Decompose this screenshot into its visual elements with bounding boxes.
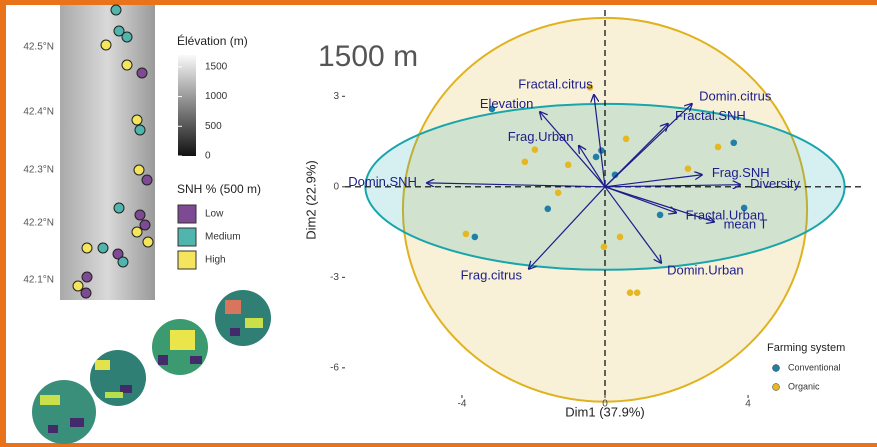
vector-label: Domin.Urban	[667, 262, 744, 277]
y-tick-label: 0	[333, 181, 339, 192]
data-point	[544, 206, 551, 213]
vector-label: Domin.citrus	[699, 88, 772, 103]
vector-label: Frag.citrus	[461, 268, 523, 283]
x-tick-label: -4	[457, 399, 466, 410]
data-point	[463, 231, 470, 238]
vector-label: Fractal.SNH	[675, 108, 746, 123]
legend-label: Conventional	[788, 362, 841, 372]
data-point	[555, 190, 562, 197]
data-point	[593, 154, 600, 161]
elevation-colorbar	[178, 55, 196, 156]
y-tick-label: 3	[333, 91, 339, 102]
frame-left	[0, 0, 6, 447]
legend-key	[773, 365, 780, 372]
vector-label: Diversity	[750, 176, 800, 191]
data-point	[657, 212, 664, 219]
x-tick-label: 4	[745, 399, 751, 410]
data-point	[715, 144, 722, 151]
vector-label: Frag.Urban	[508, 129, 574, 144]
data-point	[472, 234, 479, 241]
legend-label: Organic	[788, 381, 820, 391]
vector-label: Elevation	[480, 96, 533, 111]
frame-bottom	[0, 443, 877, 447]
data-point	[601, 244, 608, 251]
snh-legend-title: SNH % (500 m)	[177, 182, 261, 196]
y-axis-label: Dim2 (22.9%)	[303, 160, 318, 239]
data-point	[617, 234, 624, 241]
frame-top	[0, 0, 877, 5]
x-axis-label: Dim1 (37.9%)	[565, 404, 644, 419]
data-point	[627, 289, 634, 296]
snh-legend-label: High	[205, 255, 226, 266]
data-point	[730, 139, 737, 146]
colorbar-tick-label: 500	[205, 121, 222, 132]
latitude-label: 42.4°N	[23, 107, 54, 118]
y-tick-label: -3	[330, 272, 339, 283]
latitude-label: 42.1°N	[23, 275, 54, 286]
y-tick-label: -6	[330, 362, 339, 373]
data-point	[685, 165, 692, 172]
vector-label: Fractal.citrus	[518, 76, 593, 91]
colorbar-tick-label: 1500	[205, 62, 228, 73]
snh-legend-key	[178, 205, 196, 223]
colorbar-tick-label: 0	[205, 151, 211, 162]
data-point	[623, 136, 630, 143]
data-point	[565, 161, 572, 168]
chart-title: 1500 m	[318, 40, 418, 73]
latitude-label: 42.5°N	[23, 42, 54, 53]
elevation-legend-title: Élévation (m)	[177, 33, 248, 48]
data-point	[532, 146, 539, 153]
legend-title: Farming system	[767, 342, 845, 354]
latitude-label: 42.3°N	[23, 165, 54, 176]
legend-key	[773, 384, 780, 391]
vector-label: Fractal.Urban	[686, 208, 765, 223]
data-point	[634, 289, 641, 296]
snh-legend-label: Low	[205, 209, 224, 220]
data-point	[522, 158, 529, 165]
snh-legend-label: Medium	[205, 232, 241, 243]
snh-legend-key	[178, 251, 196, 269]
vector-label: Domin.SNH	[348, 174, 417, 189]
colorbar-tick-label: 1000	[205, 91, 228, 102]
latitude-label: 42.2°N	[23, 218, 54, 229]
figure: 42.5°N 42.4°N 42.3°N 42.2°N 42.1°N Élévation …	[0, 0, 877, 447]
snh-legend-key	[178, 228, 196, 246]
